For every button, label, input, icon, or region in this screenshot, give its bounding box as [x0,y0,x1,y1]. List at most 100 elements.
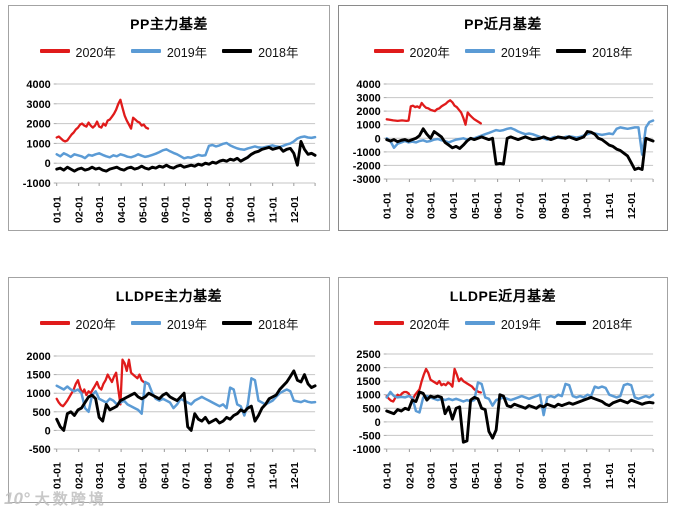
line-swatch-blue [464,49,495,53]
chart-legend: 2020年 2019年 2018年 [339,42,667,60]
line-swatch-blue [130,321,161,325]
x-tick-label: 10-01 [583,462,594,489]
series-line-2018年 [385,390,655,444]
series-line-2020年 [55,358,150,408]
x-tick-label: 06-01 [494,192,505,219]
legend-label: 2020年 [75,45,116,60]
x-tick-label: 11-01 [605,193,616,219]
x-tick-label: 12-01 [290,196,301,223]
y-tick-label: -500 [359,430,381,442]
x-tick-label: 12-01 [290,462,301,489]
y-tick-label: 1000 [356,390,380,402]
x-tick-label: 03-01 [95,196,106,223]
y-tick-label: 3000 [26,99,50,111]
y-tick-label: 500 [33,407,51,419]
y-tick-label: 4000 [356,79,380,91]
x-tick-label: 10-01 [247,462,258,489]
y-tick-label: -2000 [353,160,381,172]
line-swatch-red [373,49,404,53]
x-tick-label: 08-01 [203,196,214,223]
y-tick-label: 0 [45,425,51,437]
line-swatch-red [39,321,70,325]
chart-legend: 2020年 2019年 2018年 [9,42,329,60]
x-tick-label: 05-01 [138,196,149,223]
chart-panel-lldpe-main-basis: LLDPE主力基差 2020年 2019年 2018年 2000 1500 1000… [8,277,330,503]
x-tick-label: 01-01 [53,196,64,223]
x-tick-label: 07-01 [515,192,526,219]
x-tick-label: 06-01 [160,462,171,489]
chart-title: LLDPE主力基差 [115,288,223,304]
y-tick-label: -1000 [353,444,381,456]
x-tick-label: 07-01 [181,196,192,223]
x-tick-label: 08-01 [538,192,549,219]
x-tick-label: 09-01 [225,462,236,489]
x-tick-label: 11-01 [269,463,280,489]
y-tick-label: 0 [375,417,381,429]
legend-label: 2019年 [166,45,208,60]
x-tick-label: 02-01 [75,196,86,223]
x-tick-label: 05-01 [138,462,149,489]
x-tick-label: 08-01 [203,462,214,489]
line-swatch-black [556,49,587,53]
y-tick-label: 1000 [26,388,50,400]
y-tick-label: 0 [375,133,381,145]
x-tick-label: 02-01 [75,462,86,489]
legend-label: 2018年 [592,317,633,332]
y-tick-label: 500 [363,403,381,415]
y-tick-label: 2500 [356,349,380,361]
legend-label: 2019年 [166,317,208,332]
series-line-2018年 [55,139,317,173]
legend-label: 2020年 [409,317,450,332]
y-tick-label: 1500 [26,370,50,382]
line-swatch-red [39,49,70,53]
series-line-2018年 [385,127,655,171]
y-tick-label: 2000 [356,106,380,118]
legend-label: 2018年 [258,45,299,60]
y-tick-label: -500 [29,444,51,456]
x-tick-label: 10-01 [247,196,258,223]
x-tick-label: 09-01 [561,192,572,219]
legend-item-2018: 2018年 [222,314,298,333]
x-tick-label: 03-01 [427,462,438,489]
chart-title: LLDPE近月基差 [449,288,557,304]
x-tick-label: 12-01 [627,192,638,219]
y-tick-label: 2000 [26,351,50,363]
series-line-2020年 [55,98,150,143]
chart-panel-pp-near-month-basis: PP近月基差 2020年 2019年 2018年 4000 3000 2000 100… [338,5,668,231]
y-tick-label: 2000 [26,119,50,131]
legend-item-2019: 2019年 [130,314,208,333]
y-tick-label: 2000 [356,363,380,375]
x-tick-label: 07-01 [515,462,526,489]
line-swatch-blue [464,321,495,325]
x-tick-label: 01-01 [53,462,64,489]
legend-item-2020: 2020年 [373,42,450,61]
y-tick-label: 3000 [356,93,380,105]
chart-panel-lldpe-near-month-basis: LLDPE近月基差 2020年 2019年 2018年 2500 2000 1500… [338,277,668,503]
x-tick-label: 02-01 [405,192,416,219]
x-tick-label: 02-01 [405,462,416,489]
chart-panel-pp-main-basis: PP主力基差 2020年 2019年 2018年 4000 3000 2000 100… [8,5,330,231]
x-tick-label: 03-01 [95,462,106,489]
line-swatch-black [222,321,253,325]
y-tick-label: 4000 [26,79,50,91]
series-line-2020年 [385,367,482,403]
x-tick-label: 09-01 [561,462,572,489]
legend-item-2020: 2020年 [39,42,116,61]
line-swatch-blue [130,49,161,53]
chart-title: PP主力基差 [130,16,208,32]
series-line-2018年 [55,369,317,432]
line-swatch-black [556,321,587,325]
x-tick-label: 12-01 [627,462,638,489]
x-tick-label: 03-01 [427,192,438,219]
y-tick-label: -3000 [353,174,381,186]
legend-item-2019: 2019年 [464,42,541,61]
x-tick-label: 07-01 [181,462,192,489]
chart-legend: 2020年 2019年 2018年 [339,314,667,332]
x-tick-label: 09-01 [225,196,236,223]
y-tick-label: 1500 [356,376,380,388]
legend-label: 2019年 [500,317,542,332]
series-line-2019年 [385,119,655,156]
x-tick-label: 10-01 [583,192,594,219]
